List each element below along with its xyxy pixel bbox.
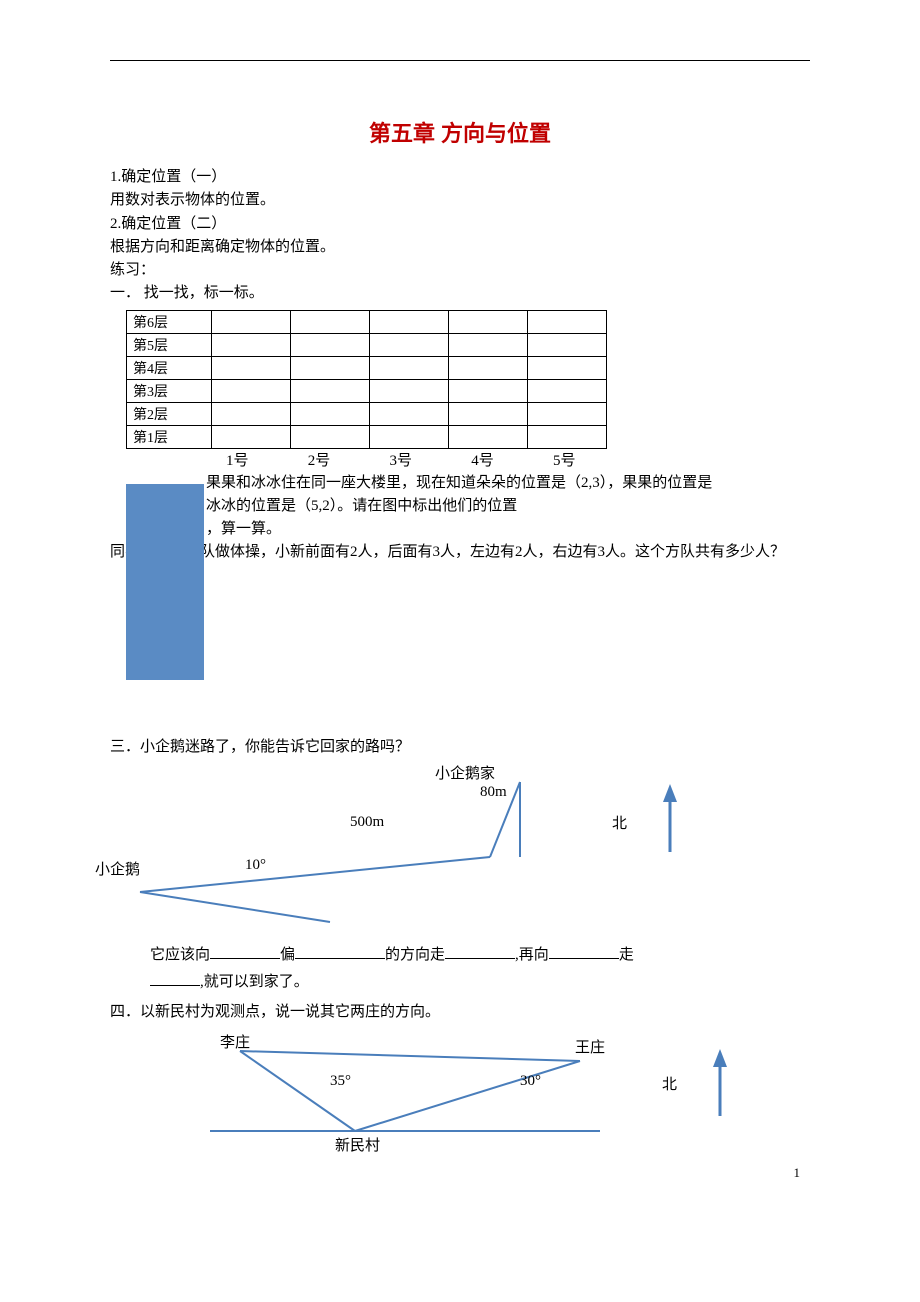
building-grid: 第6层 第5层 第4层 第3层 第2层 第1层 1号 2号 3号 4号 5号	[126, 310, 810, 470]
ex3-angle: 10°	[245, 857, 266, 874]
intro-2: 用数对表示物体的位置。	[110, 189, 810, 212]
top-rule	[110, 60, 810, 61]
ex3-sent-a: 它应该向	[150, 947, 210, 963]
row-label: 第4层	[127, 356, 212, 379]
row-label: 第1层	[127, 425, 212, 448]
ex3-sent-e: 走	[619, 947, 634, 963]
blank	[445, 943, 515, 959]
intro-5: 练习：	[110, 259, 810, 282]
ex4-north-label: 北	[662, 1073, 677, 1094]
ex3-diagram: 小企鹅家 80m 500m 北 小企鹅 10°	[110, 762, 810, 942]
blue-overlay-box	[126, 484, 204, 680]
ex3-sent-b: 偏	[280, 947, 295, 963]
intro-1: 1.确定位置（一）	[110, 166, 810, 189]
col-label: 4号	[471, 449, 549, 470]
grid-table: 第6层 第5层 第4层 第3层 第2层 第1层	[126, 310, 607, 449]
ex3-home-label: 小企鹅家	[435, 762, 495, 783]
blank	[210, 943, 280, 959]
intro-6: 一． 找一找，标一标。	[110, 282, 810, 305]
col-label: 1号	[226, 449, 304, 470]
row-label: 第5层	[127, 333, 212, 356]
table-row: 第1层	[127, 425, 607, 448]
blank	[295, 943, 385, 959]
ex4-li-label: 李庄	[220, 1031, 250, 1052]
ex4-angle-30: 30°	[520, 1073, 541, 1090]
column-labels-row: 1号 2号 3号 4号 5号	[226, 449, 810, 470]
ex3-sent-d: ,再向	[515, 947, 549, 963]
table-row: 第2层	[127, 402, 607, 425]
table-row: 第6层	[127, 310, 607, 333]
ex1-text-1: 果果和冰冰住在同一座大楼里，现在知道朵朵的位置是（2,3），果果的位置是	[206, 472, 810, 495]
ex3-fill-sentence: 它应该向 偏 的方向走 ,再向 走 ,就可以到家了。	[150, 942, 810, 996]
col-label: 5号	[553, 449, 631, 470]
table-row: 第3层	[127, 379, 607, 402]
page-number: 1	[794, 1165, 801, 1181]
ex4-xinmin-label: 新民村	[335, 1134, 380, 1155]
col-label: 2号	[308, 449, 386, 470]
ex4-wang-label: 王庄	[575, 1036, 605, 1057]
intro-block: 1.确定位置（一） 用数对表示物体的位置。 2.确定位置（二） 根据方向和距离确…	[110, 166, 810, 306]
ex3-dist-500: 500m	[350, 814, 384, 831]
blank	[150, 970, 200, 986]
blank	[549, 943, 619, 959]
row-label: 第2层	[127, 402, 212, 425]
row-label: 第6层	[127, 310, 212, 333]
ex3-sent-f: ,就可以到家了。	[200, 974, 309, 990]
ex3-penguin-label: 小企鹅	[95, 858, 140, 879]
ex1-text-2: 冰冰的位置是（5,2）。请在图中标出他们的位置	[206, 495, 810, 518]
chapter-title: 第五章 方向与位置	[110, 116, 810, 148]
ex4-diagram: 李庄 王庄 35° 30° 北 新民村	[180, 1031, 810, 1161]
ex3-sent-c: 的方向走	[385, 947, 445, 963]
col-label: 3号	[390, 449, 468, 470]
ex3-heading: 三．小企鹅迷路了，你能告诉它回家的路吗？	[110, 735, 810, 756]
ex3-dist-80: 80m	[480, 784, 507, 801]
ex3-north-label: 北	[612, 812, 627, 833]
ex3-svg	[110, 762, 810, 942]
row-label: 第3层	[127, 379, 212, 402]
table-row: 第4层	[127, 356, 607, 379]
intro-3: 2.确定位置（二）	[110, 213, 810, 236]
ex1-text-3: ，算一算。	[206, 518, 810, 541]
ex4-heading: 四．以新民村为观测点，说一说其它两庄的方向。	[110, 1000, 810, 1021]
intro-4: 根据方向和距离确定物体的位置。	[110, 236, 810, 259]
ex4-svg	[180, 1031, 800, 1161]
ex2-text: 同学们站成方队做体操，小新前面有2人，后面有3人，左边有2人，右边有3人。这个方…	[110, 541, 810, 564]
table-row: 第5层	[127, 333, 607, 356]
ex4-angle-35: 35°	[330, 1073, 351, 1090]
